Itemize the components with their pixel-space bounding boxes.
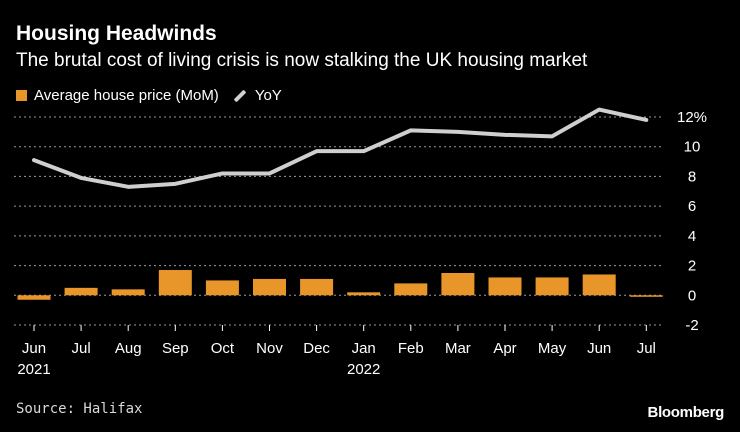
bar-mom xyxy=(347,292,381,296)
y-tick-label: 8 xyxy=(688,168,696,185)
legend-bar-swatch xyxy=(16,90,27,101)
legend: Average house price (MoM) YoY xyxy=(16,87,282,104)
bar-mom xyxy=(535,277,569,296)
x-tick-label: Jan xyxy=(352,340,376,357)
bar-mom xyxy=(441,273,475,296)
x-tick-label: Aug xyxy=(115,340,142,357)
x-tick-label: Mar xyxy=(445,340,471,357)
y-tick-label: 2 xyxy=(688,258,696,275)
legend-line-label: YoY xyxy=(254,87,282,104)
x-tick-label: Sep xyxy=(162,340,189,357)
bar-mom xyxy=(64,287,98,296)
chart-subtitle: The brutal cost of living crisis is now … xyxy=(16,50,588,71)
source-note: Source: Halifax xyxy=(16,401,143,417)
x-year-label: 2022 xyxy=(347,361,380,378)
x-tick-label: Jul xyxy=(72,340,91,357)
y-tick-label: 6 xyxy=(688,198,696,215)
bar-mom xyxy=(488,277,522,296)
y-tick-label: 12% xyxy=(677,109,707,126)
x-tick-label: May xyxy=(538,340,567,357)
x-tick-label: Jun xyxy=(22,340,46,357)
y-tick-label: 4 xyxy=(688,228,696,245)
bloomberg-logo: Bloomberg xyxy=(647,404,725,421)
x-tick-label: Jun xyxy=(587,340,611,357)
y-tick-label: 0 xyxy=(688,287,696,304)
bar-mom xyxy=(17,295,51,300)
x-tick-label: Apr xyxy=(493,340,516,357)
bar-mom xyxy=(205,280,239,296)
y-tick-label: -2 xyxy=(685,317,698,334)
x-year-label: 2021 xyxy=(17,361,50,378)
x-tick-label: Oct xyxy=(211,340,235,357)
bar-mom xyxy=(629,295,663,297)
x-tick-label: Dec xyxy=(303,340,330,357)
chart-title: Housing Headwinds xyxy=(16,22,217,45)
legend-bar-label: Average house price (MoM) xyxy=(34,87,219,104)
x-tick-label: Feb xyxy=(398,340,424,357)
bar-mom xyxy=(253,278,286,296)
line-yoy xyxy=(32,107,649,189)
x-tick-label: Jul xyxy=(637,340,656,357)
bar-mom xyxy=(582,274,616,296)
bar-mom xyxy=(300,278,334,296)
x-tick-label: Nov xyxy=(256,340,283,357)
bar-mom xyxy=(394,283,428,296)
bar-mom xyxy=(111,289,145,296)
y-tick-label: 10 xyxy=(684,139,701,156)
bar-mom xyxy=(158,270,192,296)
